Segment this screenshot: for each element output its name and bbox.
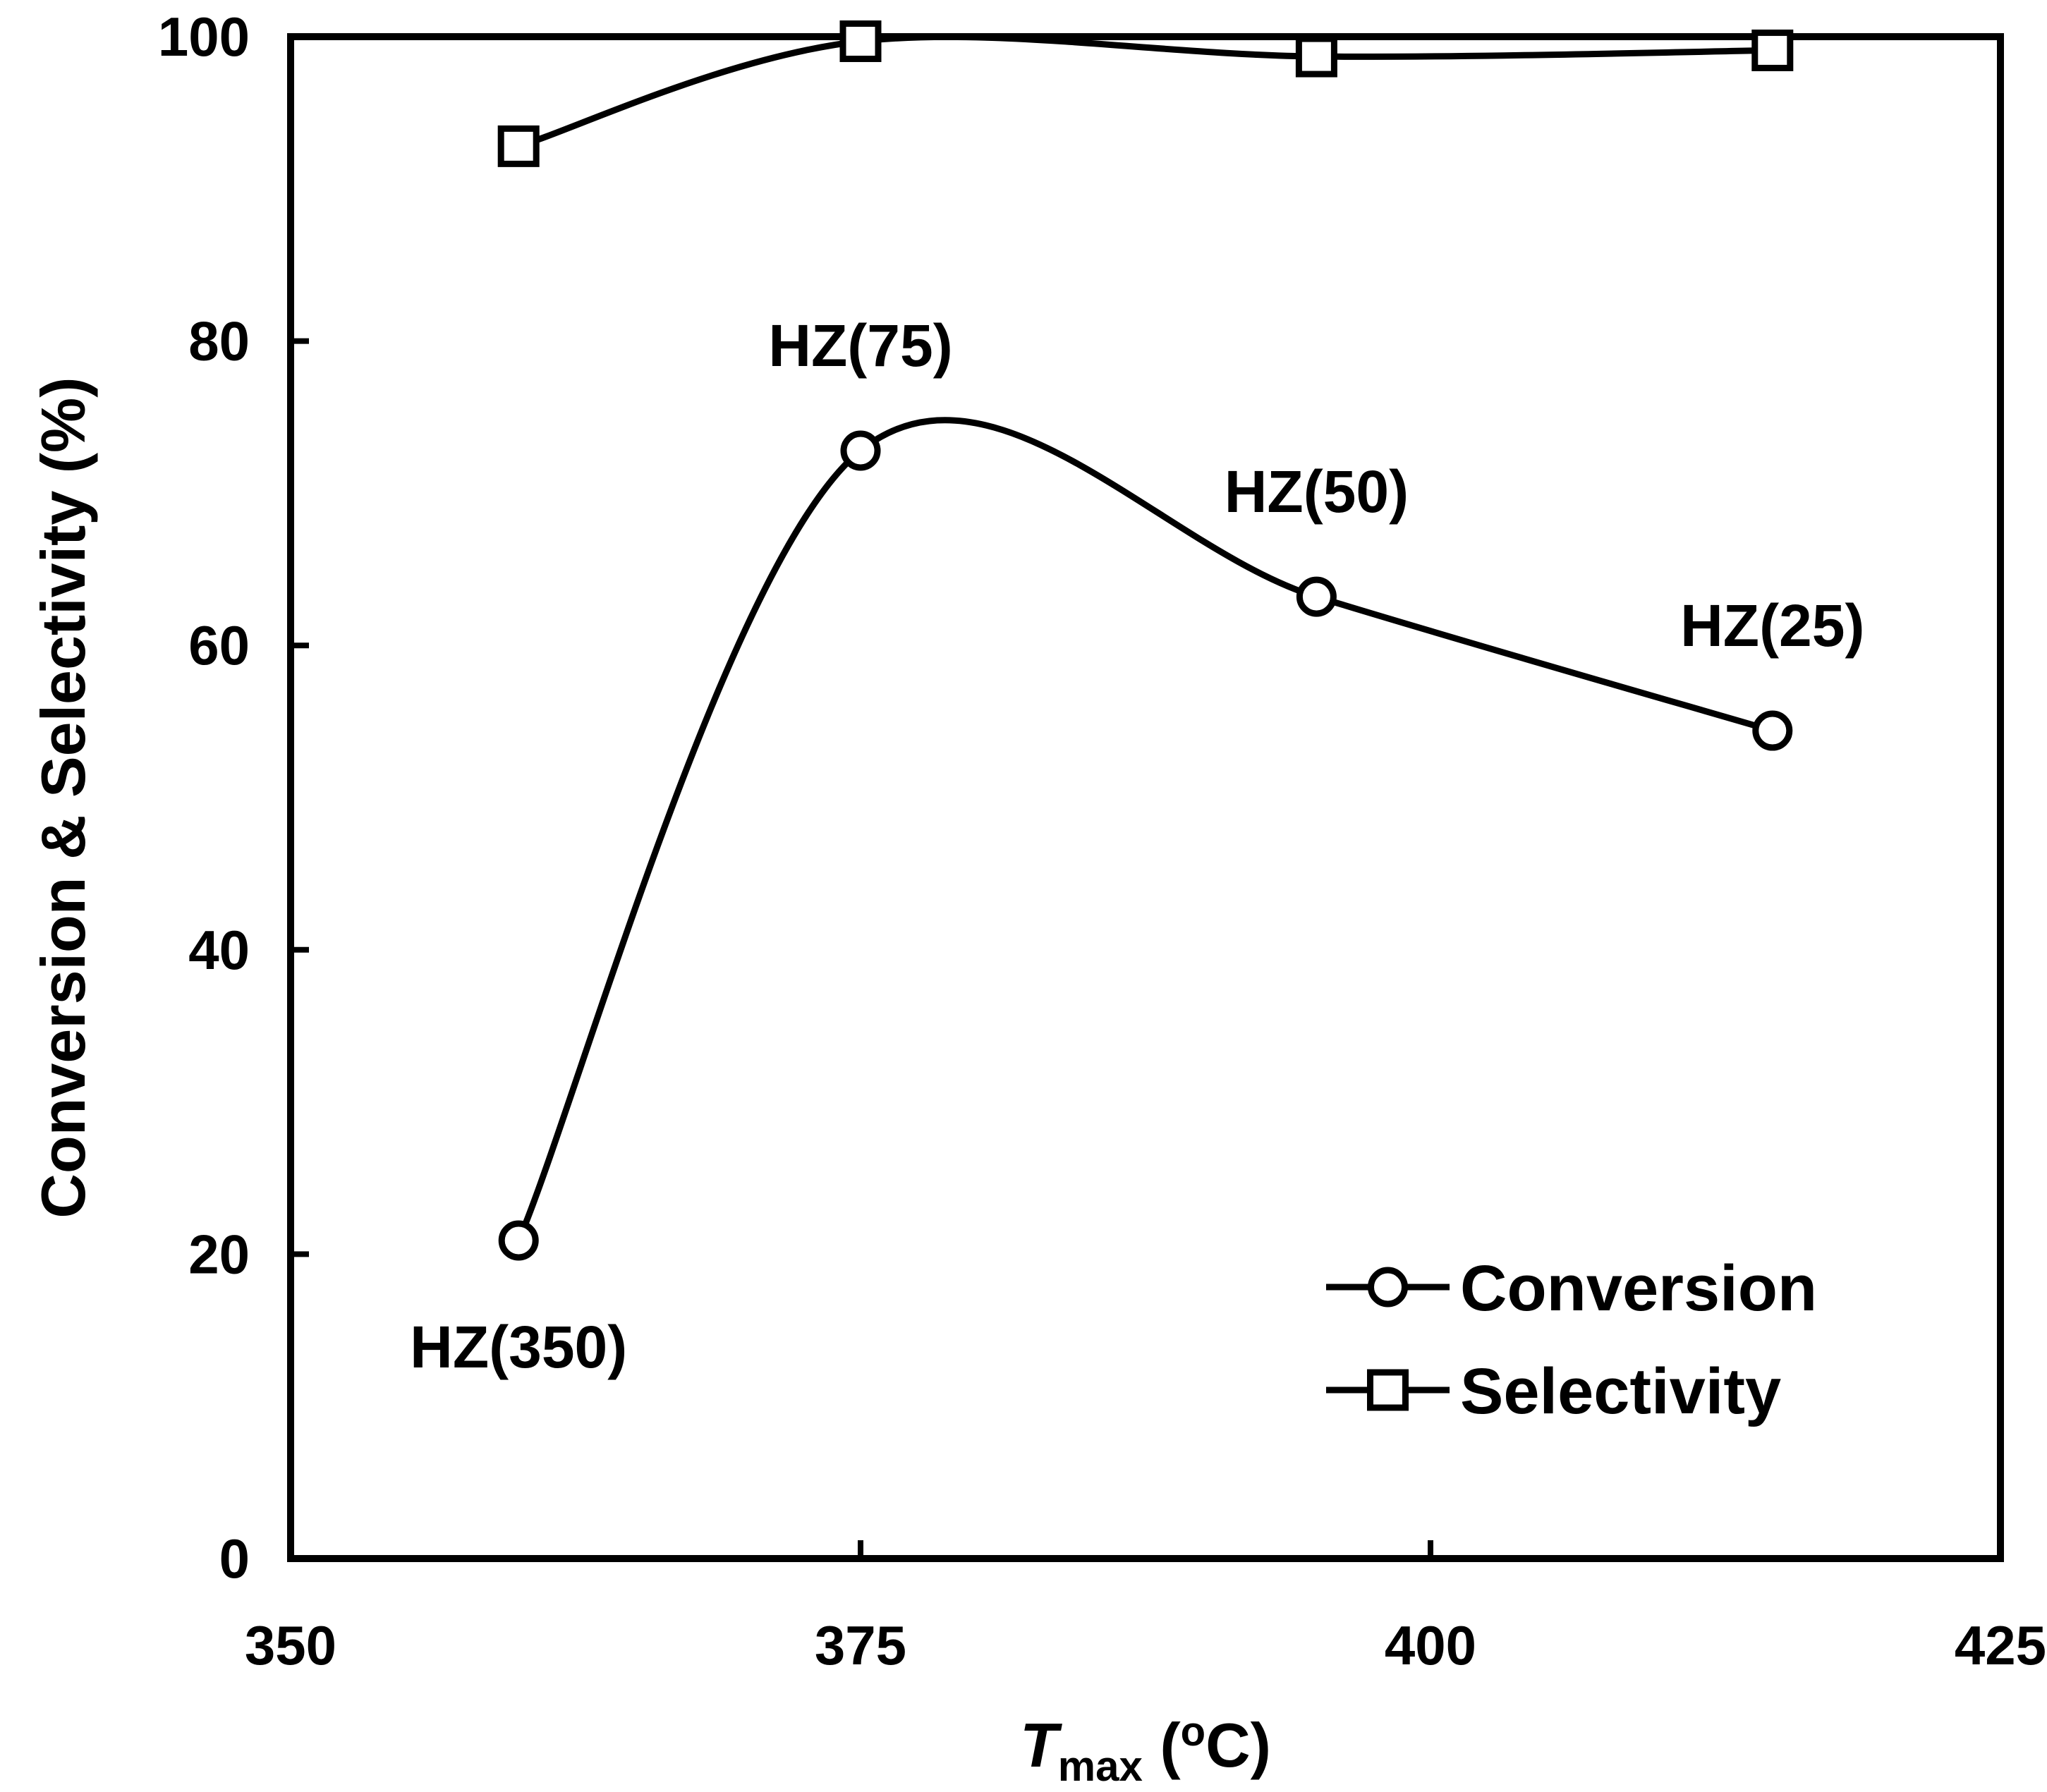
series-layer xyxy=(516,33,1774,1242)
y-tick-label: 60 xyxy=(188,614,250,676)
x-axis-title-unit-rest: C) xyxy=(1205,1710,1271,1780)
plot-area-frame xyxy=(287,33,2004,1562)
x-axis-title-unit-open: ( xyxy=(1143,1710,1181,1780)
x-tick-label: 375 xyxy=(815,1614,906,1676)
conversion-series-line xyxy=(516,417,1774,1242)
x-axis-title: Tmax (oC) xyxy=(1020,1709,1271,1788)
point-annotation: HZ(25) xyxy=(1680,592,1864,659)
conversion-data-point xyxy=(1296,576,1337,617)
legend: Conversion Selectivity xyxy=(1326,1252,1817,1427)
tick-layer: 350 375 400 425 0 20 40 60 80 100 xyxy=(158,6,2046,1676)
y-tick-label: 20 xyxy=(188,1223,250,1285)
x-tick-label: 350 xyxy=(245,1614,336,1676)
selectivity-series-line xyxy=(517,33,1773,150)
selectivity-data-point xyxy=(839,20,882,62)
point-annotation: HZ(350) xyxy=(410,1314,627,1380)
legend-conversion-marker xyxy=(1368,1267,1408,1308)
y-tick-label: 100 xyxy=(158,6,250,68)
legend-selectivity-label: Selectivity xyxy=(1460,1355,1781,1427)
x-tick-label: 400 xyxy=(1385,1614,1476,1676)
conversion-data-point xyxy=(1752,710,1793,751)
selectivity-data-point xyxy=(497,125,540,167)
y-tick-label: 80 xyxy=(188,310,250,372)
x-axis-title-degree: o xyxy=(1181,1709,1205,1755)
y-axis-title: Conversion & Selectivity (%) xyxy=(28,377,98,1218)
x-tick-label: 425 xyxy=(1955,1614,2046,1676)
legend-selectivity-marker xyxy=(1367,1369,1409,1411)
point-annotation: HZ(50) xyxy=(1225,458,1409,525)
conversion-data-point xyxy=(498,1220,539,1261)
marker-layer xyxy=(497,20,1794,1261)
y-tick-label: 40 xyxy=(188,919,250,981)
selectivity-data-point xyxy=(1751,29,1794,71)
x-axis-title-main: T xyxy=(1020,1710,1062,1780)
legend-conversion-label: Conversion xyxy=(1460,1252,1817,1324)
conversion-data-point xyxy=(840,430,881,471)
annotation-layer: HZ(350) HZ(75) HZ(50) HZ(25) xyxy=(410,312,1864,1380)
point-annotation: HZ(75) xyxy=(768,312,952,379)
x-axis-title-subscript: max xyxy=(1058,1743,1143,1788)
selectivity-data-point xyxy=(1295,35,1337,78)
y-tick-label: 0 xyxy=(219,1528,250,1590)
